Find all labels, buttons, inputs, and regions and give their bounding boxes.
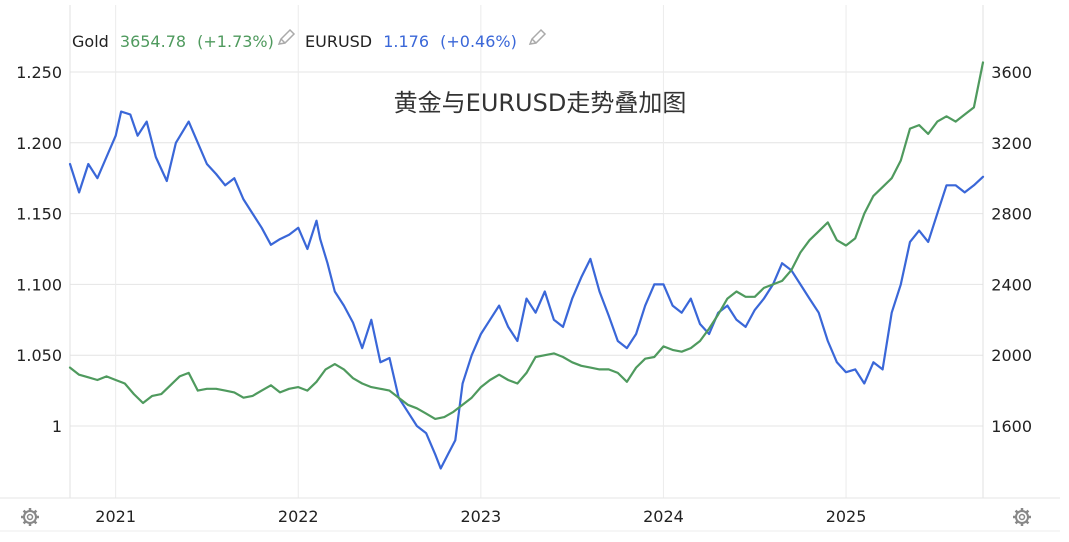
gear-icon[interactable] (1013, 508, 1031, 526)
right-tick-label: 3200 (991, 134, 1032, 153)
legend-eurusd-change: (+0.46%) (440, 32, 517, 51)
left-tick-label: 1.050 (16, 346, 62, 365)
left-tick-label: 1.200 (16, 134, 62, 153)
right-tick-label: 3600 (991, 63, 1032, 82)
x-tick-label: 2021 (95, 507, 136, 526)
series-line-gold (68, 61, 985, 420)
series-line-eurusd (68, 110, 985, 470)
pencil-icon[interactable] (277, 28, 296, 45)
pencil-icon[interactable] (528, 28, 547, 45)
right-tick-label: 1600 (991, 417, 1032, 436)
x-tick-label: 2024 (643, 507, 684, 526)
x-tick-label: 2022 (278, 507, 319, 526)
left-tick-label: 1.150 (16, 205, 62, 224)
x-tick-label: 2023 (460, 507, 501, 526)
legend-gold-value: 3654.78 (120, 32, 186, 51)
legend-eurusd-name: EURUSD (305, 32, 372, 51)
legend-gold-change: (+1.73%) (197, 32, 274, 51)
left-tick-label: 1.100 (16, 275, 62, 294)
gear-icon[interactable] (21, 508, 39, 526)
legend-gold-name: Gold (72, 32, 109, 51)
right-tick-label: 2800 (991, 205, 1032, 224)
legend: Gold 3654.78 (+1.73%) EURUSD 1.176 (+0.4… (72, 28, 547, 51)
left-tick-label: 1.250 (16, 63, 62, 82)
x-tick-label: 2025 (826, 507, 867, 526)
axis-labels: 1 1.050 1.100 1.150 1.200 1.250 1600 2000 2400 28… (16, 63, 1032, 526)
legend-gold[interactable]: Gold 3654.78 (+1.73%) (72, 32, 274, 51)
legend-eurusd[interactable]: EURUSD 1.176 (+0.46%) (305, 32, 517, 51)
chart-title: 黄金与EURUSD走势叠加图 (394, 89, 687, 117)
series-lines (68, 61, 985, 470)
left-tick-label: 1 (52, 417, 62, 436)
right-tick-label: 2400 (991, 275, 1032, 294)
grid (0, 5, 1060, 532)
right-tick-label: 2000 (991, 346, 1032, 365)
legend-eurusd-value: 1.176 (383, 32, 429, 51)
